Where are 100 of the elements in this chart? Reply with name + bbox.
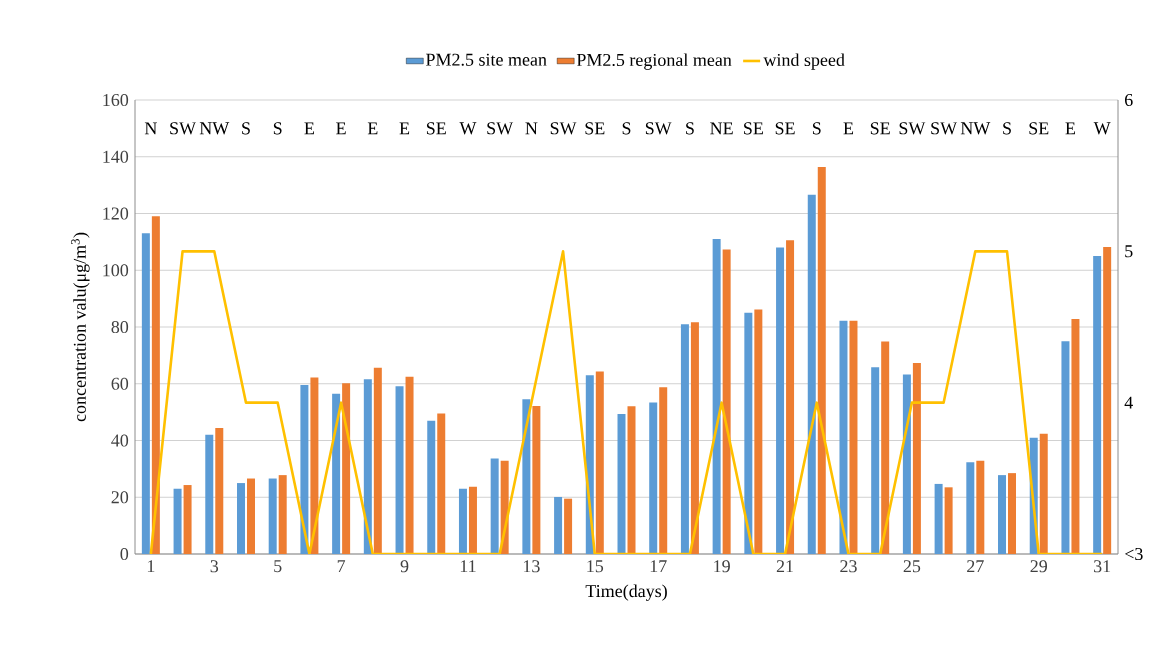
annotation: SE [870,122,890,135]
x-tick-label: 25 [903,560,921,573]
bar [744,312,753,554]
bar [522,399,531,554]
bar [363,379,372,554]
annotation: NW [199,122,230,135]
bar [1039,433,1048,554]
bar [786,240,795,554]
y2-tick-label: 4 [1124,396,1133,409]
y-tick-label: 40 [111,434,129,447]
x-tick-label: 13 [523,560,540,573]
bar [278,475,287,554]
bar [490,458,499,554]
x-tick-label: 21 [776,560,793,573]
x-tick-label: 27 [967,560,984,573]
bar [807,194,816,554]
x-tick-label: 19 [714,560,730,573]
bar [554,496,563,554]
annotation: N [144,122,157,135]
x-tick-label: 15 [587,560,604,573]
bar [205,434,214,554]
bar [437,413,446,554]
bar [458,488,467,554]
annotation: S [812,122,821,135]
annotation: W [459,122,477,135]
bar [839,320,848,554]
bar [649,402,658,554]
annotation: S [686,122,694,135]
bar [998,475,1007,554]
annotation: SW [899,122,926,135]
x-tick-label: 7 [337,560,346,572]
annotation: SE [426,122,446,135]
bar [395,386,404,554]
y2-tick-label: <3 [1125,547,1143,561]
bar [722,249,731,554]
bar [1061,341,1070,554]
y-tick-label: 80 [111,320,129,334]
bar [173,488,182,554]
bar [1008,473,1017,554]
bar [236,483,245,554]
bar [246,478,255,554]
x-tick-label: 11 [460,560,476,573]
bar [532,405,541,554]
annotation: E [399,122,410,135]
bar [881,341,890,554]
y-tick-label: 160 [103,93,129,107]
bar [268,478,277,554]
bar [151,216,160,554]
annotation: SE [775,122,795,135]
y-tick-label: 100 [103,264,129,277]
bar [564,498,573,554]
annotation: E [304,122,314,135]
y-tick-label: 20 [111,491,129,504]
bar [1103,246,1112,554]
y-tick-label: 140 [103,150,129,163]
bar [817,166,826,554]
x-tick-label: 9 [400,560,409,573]
bar [215,428,224,554]
bar [405,376,414,554]
bar [944,487,953,554]
annotation: SW [487,122,514,135]
annotation: NW [960,122,991,135]
annotation: W [1093,122,1111,135]
bar [183,485,192,554]
y-tick-label: 60 [111,377,129,390]
x-tick-label: 5 [274,560,282,573]
bar [776,247,785,554]
bar [680,324,689,554]
x-tick-label: 23 [840,560,857,573]
annotation: SE [744,122,763,135]
y2-tick-label: 5 [1125,245,1133,258]
annotation: SE [1029,122,1049,135]
bar [595,371,604,554]
bar [712,239,721,554]
annotation: SW [550,122,577,135]
bar [871,367,880,554]
bar [1071,319,1080,554]
y-tick-label: 0 [120,547,129,561]
y2-tick-label: 6 [1124,93,1133,107]
bar [966,462,975,554]
bar [912,363,921,554]
annotation: SW [645,122,672,135]
bar [617,414,626,554]
x-tick-label: 29 [1030,560,1047,573]
x-tick-label: 17 [650,560,667,573]
bar [627,406,636,554]
y-tick-label: 120 [103,207,129,220]
annotation: S [242,122,250,135]
annotation: SW [170,122,197,135]
bar [934,483,943,554]
annotation: SW [931,122,958,135]
annotation: NE [710,122,733,135]
y-axis-title: concentration valu(μg/m$^{3}$) [71,232,90,422]
bar [468,486,477,554]
legend-label: wind speed [763,53,845,70]
bar [342,383,351,554]
bar [1093,256,1102,554]
bar [427,420,436,554]
x-tick-label: 31 [1094,560,1111,573]
bar [690,322,699,554]
